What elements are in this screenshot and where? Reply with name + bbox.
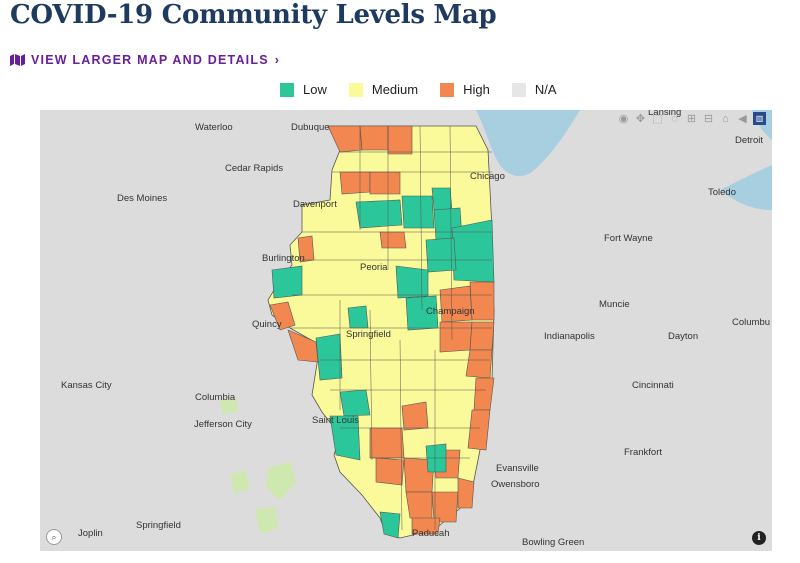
city-label: Paducah bbox=[412, 528, 450, 539]
city-label: Owensboro bbox=[491, 479, 540, 490]
legend-label-medium: Medium bbox=[371, 82, 419, 97]
city-label: Fort Wayne bbox=[604, 233, 653, 244]
city-label: Burlington bbox=[262, 253, 305, 264]
city-label: Joplin bbox=[78, 528, 103, 539]
park-area bbox=[255, 506, 278, 534]
legend-item-low[interactable]: Low bbox=[280, 82, 327, 97]
info-icon[interactable]: i bbox=[752, 531, 766, 545]
city-label: Toledo bbox=[708, 187, 736, 198]
page-title: COVID-19 Community Levels Map bbox=[10, 0, 497, 30]
low-counties bbox=[271, 187, 495, 539]
legend-swatch-high bbox=[440, 82, 455, 97]
city-label: Detroit bbox=[735, 135, 763, 146]
city-label: Frankfort bbox=[624, 447, 663, 458]
illinois-county-map[interactable]: Lansing Waterloo Dubuque Detroit Cedar R… bbox=[40, 110, 772, 551]
zoom-out-icon[interactable]: ⊟ bbox=[703, 113, 714, 125]
back-icon[interactable]: ◀ bbox=[738, 113, 747, 125]
map-legend: Low Medium High N/A bbox=[280, 82, 579, 97]
chevron-right-icon: › bbox=[274, 53, 281, 67]
city-label: Davenport bbox=[293, 199, 337, 210]
city-label: Champaign bbox=[426, 306, 475, 317]
city-label: Cedar Rapids bbox=[225, 163, 284, 174]
city-label: Peoria bbox=[360, 262, 388, 273]
city-label: Indianapolis bbox=[544, 331, 595, 342]
city-label: Dayton bbox=[668, 331, 699, 342]
box-select-icon[interactable]: ⬚ bbox=[652, 113, 663, 125]
city-label: Lansing bbox=[648, 110, 682, 118]
city-label: Cincinnati bbox=[632, 380, 674, 391]
park-area bbox=[220, 398, 238, 414]
city-label: Evansville bbox=[496, 463, 539, 474]
city-label: Quincy bbox=[252, 319, 282, 330]
county-borders bbox=[290, 125, 492, 531]
lasso-icon[interactable]: ◌ bbox=[671, 112, 678, 125]
city-label: Columbu bbox=[732, 317, 771, 328]
magnify-icon[interactable]: ⌕ bbox=[46, 529, 62, 545]
lake-erie bbox=[720, 165, 772, 210]
legend-item-na[interactable]: N/A bbox=[511, 82, 557, 97]
lake-michigan bbox=[476, 110, 580, 177]
legend-swatch-medium bbox=[348, 82, 363, 97]
city-label: Muncie bbox=[599, 299, 630, 310]
view-larger-map-link[interactable]: VIEW LARGER MAP AND DETAILS › bbox=[10, 53, 280, 67]
legend-item-high[interactable]: High bbox=[440, 82, 490, 97]
legend-label-low: Low bbox=[303, 82, 327, 97]
city-label: Chicago bbox=[470, 171, 505, 182]
city-label: Jefferson City bbox=[194, 419, 252, 430]
city-label: Columbia bbox=[195, 392, 236, 403]
legend-label-high: High bbox=[463, 82, 490, 97]
city-label: Des Moines bbox=[117, 193, 168, 204]
map-icon bbox=[10, 54, 25, 66]
city-label: Waterloo bbox=[195, 122, 233, 133]
park-area bbox=[230, 470, 250, 494]
park-area bbox=[266, 462, 296, 500]
city-label: Kansas City bbox=[61, 380, 112, 391]
camera-icon[interactable]: ◉ bbox=[618, 113, 629, 125]
view-link-label: VIEW LARGER MAP AND DETAILS bbox=[31, 53, 269, 67]
map-canvas[interactable] bbox=[40, 110, 772, 551]
zoom-in-icon[interactable]: ⊞ bbox=[686, 113, 697, 125]
city-label: Dubuque bbox=[291, 122, 330, 133]
legend-item-medium[interactable]: Medium bbox=[348, 82, 419, 97]
legend-label-na: N/A bbox=[534, 82, 557, 97]
city-label: Springfield bbox=[136, 520, 181, 531]
home-icon[interactable]: ⌂ bbox=[722, 112, 729, 125]
pan-icon[interactable]: ✥ bbox=[635, 113, 646, 125]
plotly-logo-icon[interactable]: ▥ bbox=[753, 112, 766, 125]
legend-swatch-low bbox=[280, 82, 294, 97]
legend-swatch-na bbox=[511, 82, 526, 97]
map-modebar: ◉ ✥ ⬚ ◌ ⊞ ⊟ ⌂ ◀ ▥ bbox=[617, 112, 766, 125]
city-label: Springfield bbox=[346, 329, 391, 340]
city-label: Bowling Green bbox=[522, 537, 585, 548]
city-label: Saint Louis bbox=[312, 415, 360, 426]
